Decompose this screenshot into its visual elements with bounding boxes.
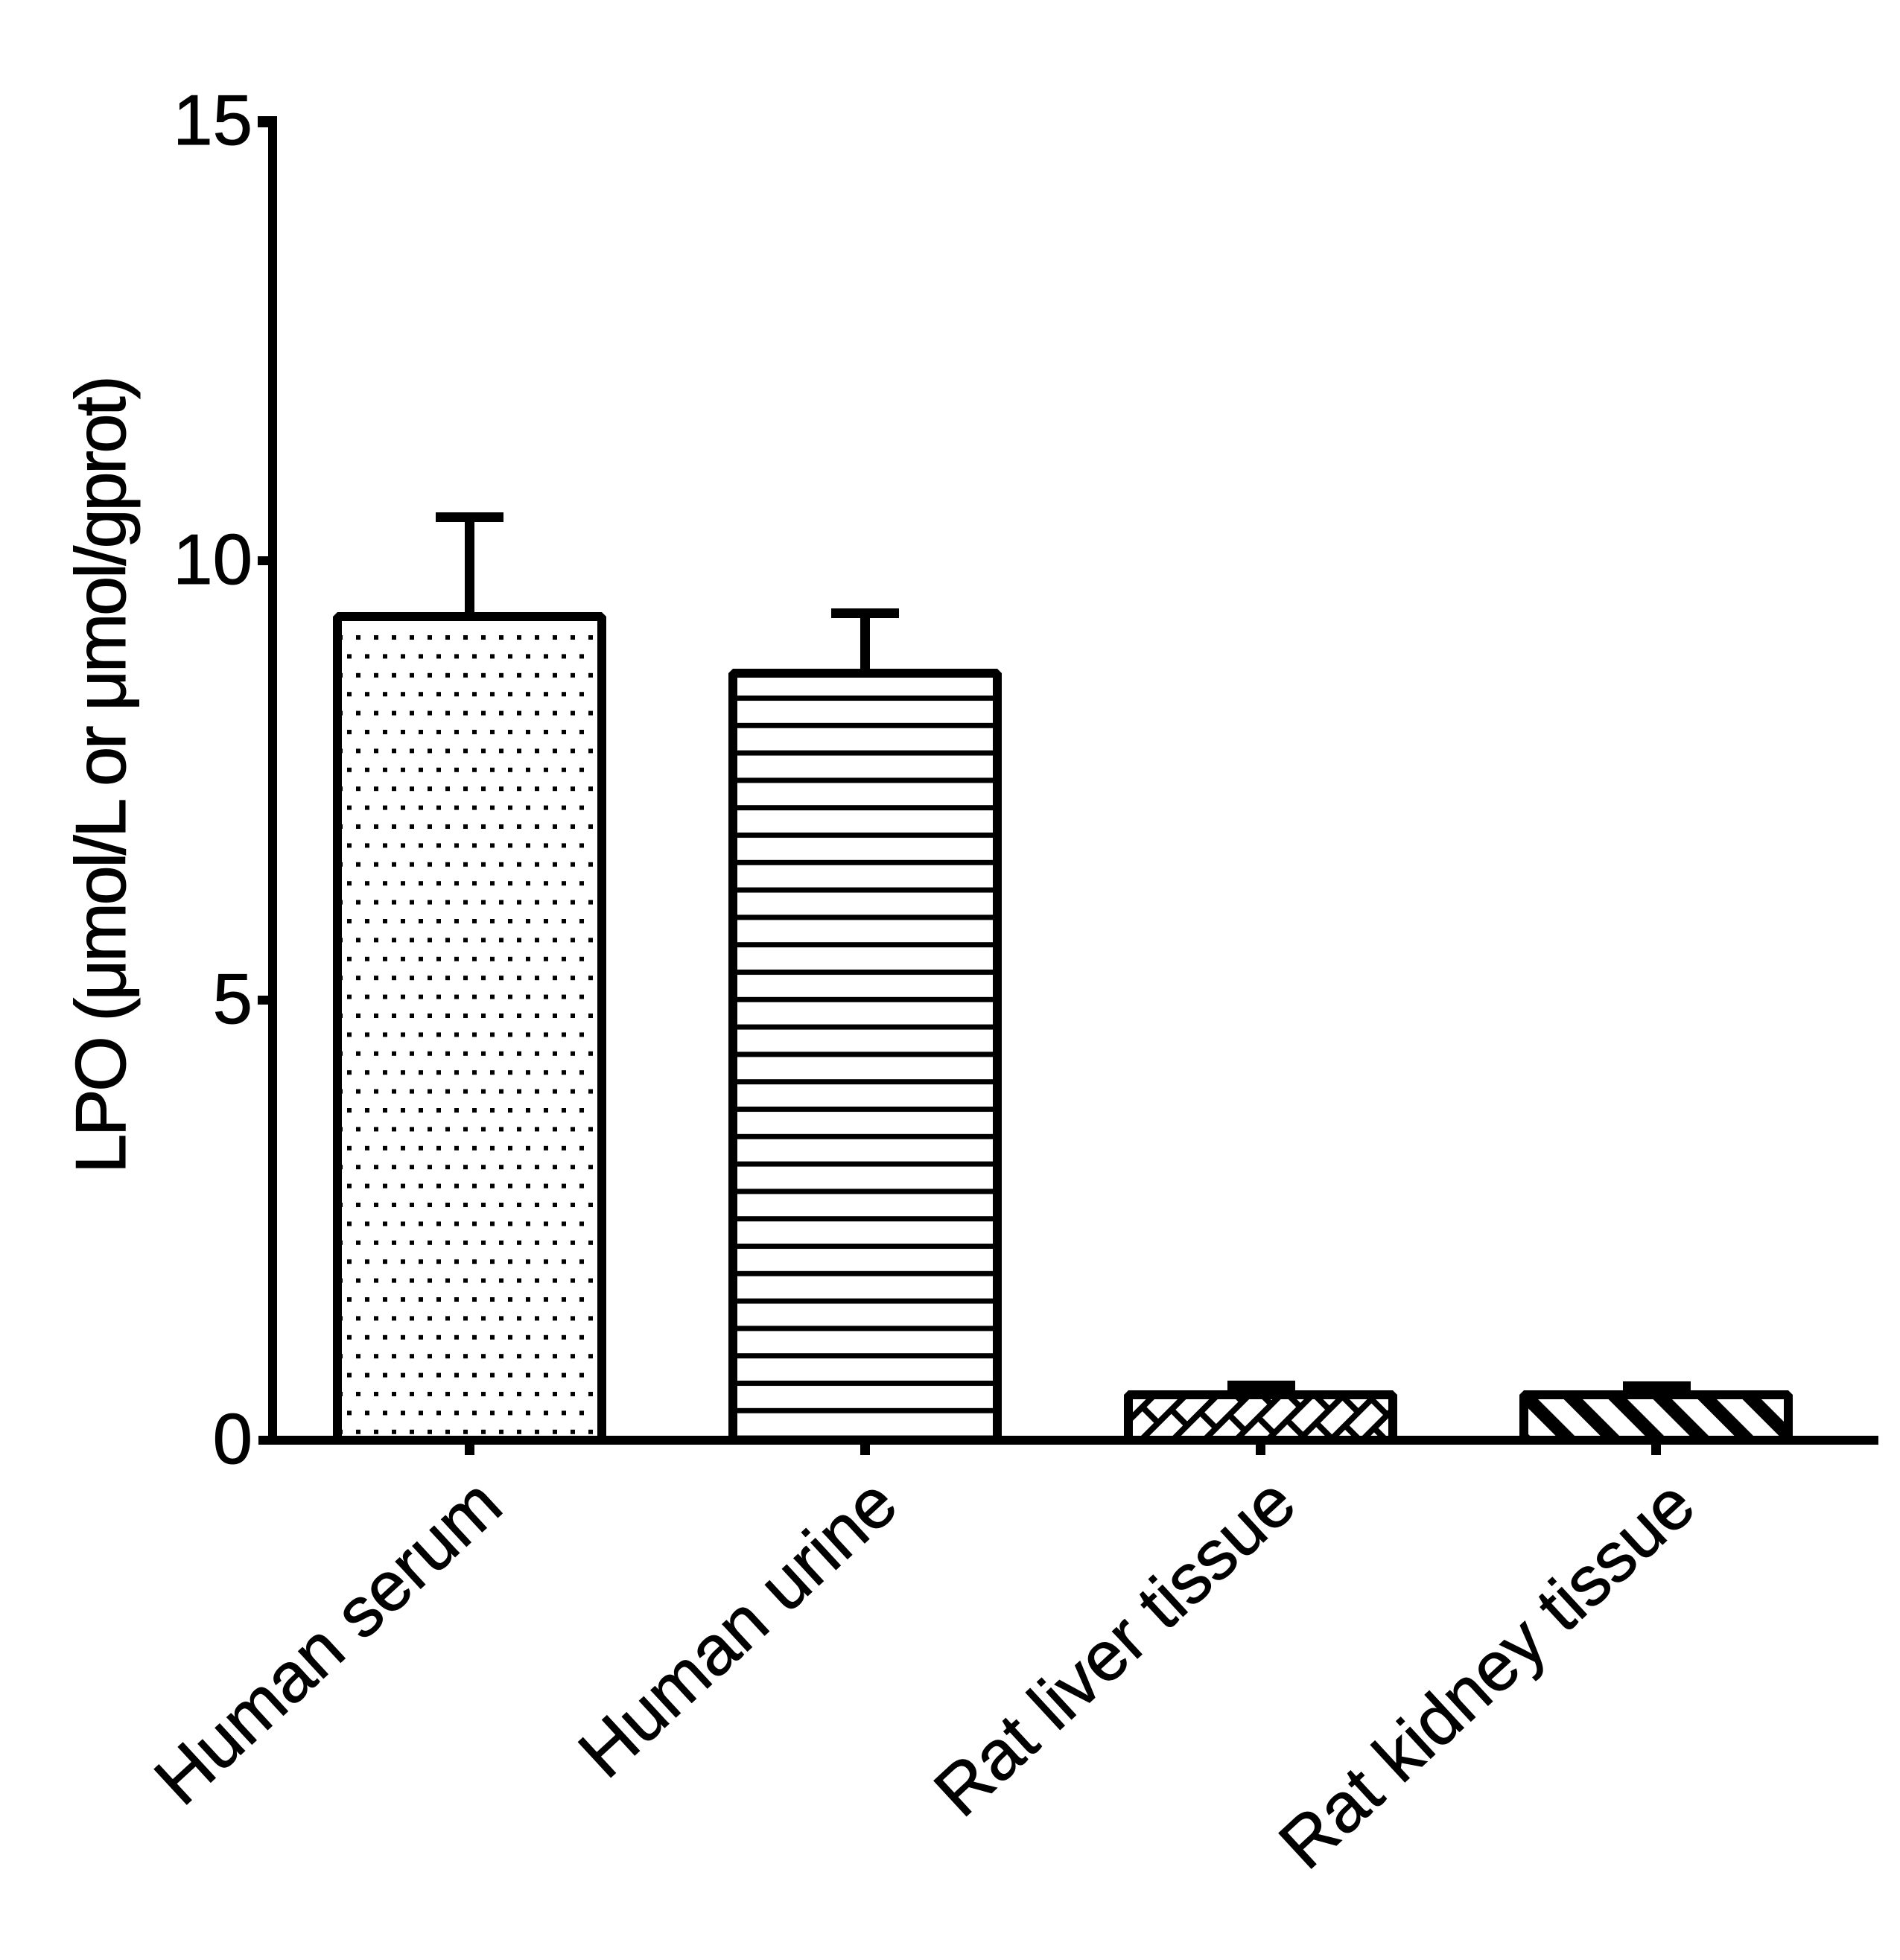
- svg-text:10: 10: [173, 520, 252, 599]
- svg-text:15: 15: [173, 80, 252, 160]
- svg-text:LPO (μmol/L or μmol/gprot): LPO (μmol/L or μmol/gprot): [61, 375, 141, 1174]
- svg-text:5: 5: [213, 959, 252, 1039]
- svg-text:0: 0: [213, 1399, 252, 1479]
